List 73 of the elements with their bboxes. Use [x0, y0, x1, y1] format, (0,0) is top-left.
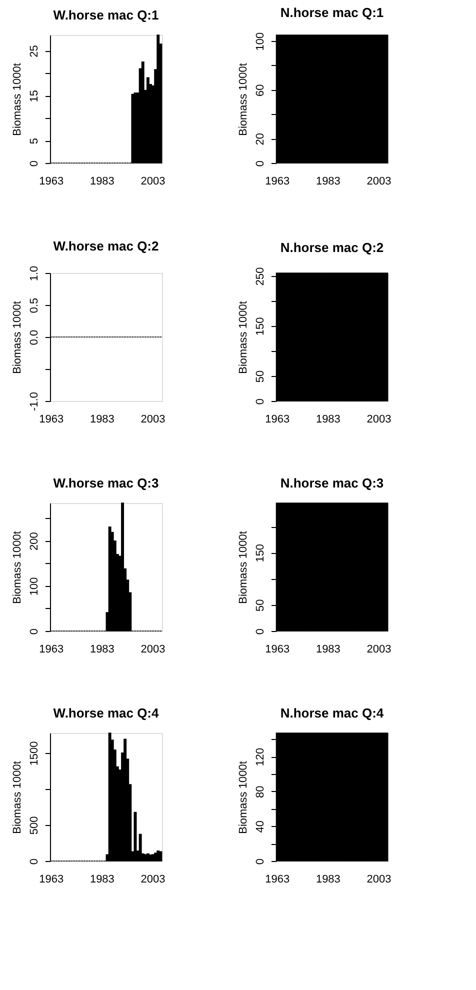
x-tick-label: 1983	[90, 644, 114, 656]
y-tick-label: 150	[254, 544, 266, 562]
x-tick-label: 2003	[140, 644, 166, 656]
x-tick-label: 1963	[39, 414, 64, 426]
x-tick-label: 2003	[366, 176, 392, 188]
y-tick-label: 50	[254, 370, 266, 383]
y-tick-label: 0	[254, 858, 266, 865]
y-tick-label: 5	[28, 138, 40, 144]
y-tick-label: 1.0	[28, 266, 40, 282]
y-axis-title: Biomass 1000t	[12, 63, 24, 136]
y-tick-label: 250	[254, 267, 266, 286]
x-tick-label: 2003	[140, 874, 166, 886]
chart-title: W.horse mac Q:4	[53, 706, 160, 721]
y-tick-label: 20	[254, 132, 266, 146]
x-tick-label: 1963	[265, 874, 290, 886]
chart-title: W.horse mac Q:2	[53, 238, 159, 254]
x-tick-label: 1983	[316, 874, 340, 886]
y-tick-label: 0	[254, 628, 266, 635]
x-tick-label: 1983	[90, 414, 114, 426]
x-tick-label: 2003	[140, 414, 166, 426]
chart-title: N.horse mac Q:1	[280, 4, 384, 20]
y-axis-title: Biomass 1000t	[238, 301, 250, 374]
y-tick-label: 500	[28, 816, 40, 835]
y-tick-label: 40	[254, 820, 266, 833]
y-tick-label: 0	[254, 160, 266, 167]
y-tick-label: 0	[28, 858, 40, 865]
y-tick-label: 0	[28, 160, 40, 167]
chart-title: W.horse mac Q:1	[53, 8, 159, 23]
y-tick-label: 150	[254, 317, 266, 336]
x-tick-label: 2003	[366, 644, 392, 656]
y-tick-label: 80	[254, 786, 266, 798]
x-tick-label: 2003	[366, 414, 392, 426]
bar	[138, 834, 142, 862]
y-axis-title: Biomass 1000t	[238, 531, 250, 604]
y-tick-label: 60	[254, 84, 266, 96]
x-tick-label: 1963	[39, 176, 64, 188]
y-tick-label: 50	[254, 599, 266, 612]
x-tick-label: 1983	[316, 176, 340, 188]
x-tick-label: 1983	[90, 874, 114, 886]
y-tick-label: 0.5	[28, 298, 40, 314]
y-tick-label: -1.0	[28, 392, 40, 411]
x-tick-label: 1963	[265, 414, 290, 426]
y-tick-label: 0	[28, 628, 40, 635]
bar	[121, 502, 124, 632]
x-tick-label: 1983	[316, 414, 340, 426]
y-tick-label: 25	[28, 45, 40, 58]
y-tick-label: 15	[28, 90, 40, 102]
x-tick-label: 1963	[265, 644, 290, 656]
x-tick-label: 1983	[316, 644, 340, 656]
y-tick-label: 1500	[28, 741, 40, 766]
y-tick-label: 0	[254, 398, 266, 405]
chart-title: N.horse mac Q:4	[280, 706, 384, 721]
x-tick-label: 1963	[265, 176, 290, 188]
y-tick-label: 0.0	[28, 330, 40, 346]
y-axis-title: Biomass 1000t	[238, 761, 250, 834]
y-axis-title: Biomass 1000t	[12, 761, 24, 834]
bar	[131, 94, 134, 164]
bar	[159, 851, 162, 862]
y-tick-label: 200	[28, 532, 40, 551]
y-tick-label: 120	[254, 748, 266, 766]
y-tick-label: 100	[254, 32, 266, 51]
x-tick-label: 2003	[140, 176, 166, 188]
y-axis-title: Biomass 1000t	[12, 531, 24, 604]
x-tick-label: 1963	[39, 644, 64, 656]
chart-title: N.horse mac Q:2	[280, 240, 384, 255]
x-tick-label: 2003	[366, 874, 392, 886]
chart-title: N.horse mac Q:3	[280, 476, 384, 491]
y-axis-title: Biomass 1000t	[12, 301, 24, 374]
y-tick-label: 100	[28, 577, 40, 596]
x-tick-label: 1983	[90, 176, 114, 188]
y-axis-title: Biomass 1000t	[238, 63, 250, 136]
x-tick-label: 1963	[39, 874, 64, 886]
chart-title: W.horse mac Q:3	[53, 476, 159, 491]
